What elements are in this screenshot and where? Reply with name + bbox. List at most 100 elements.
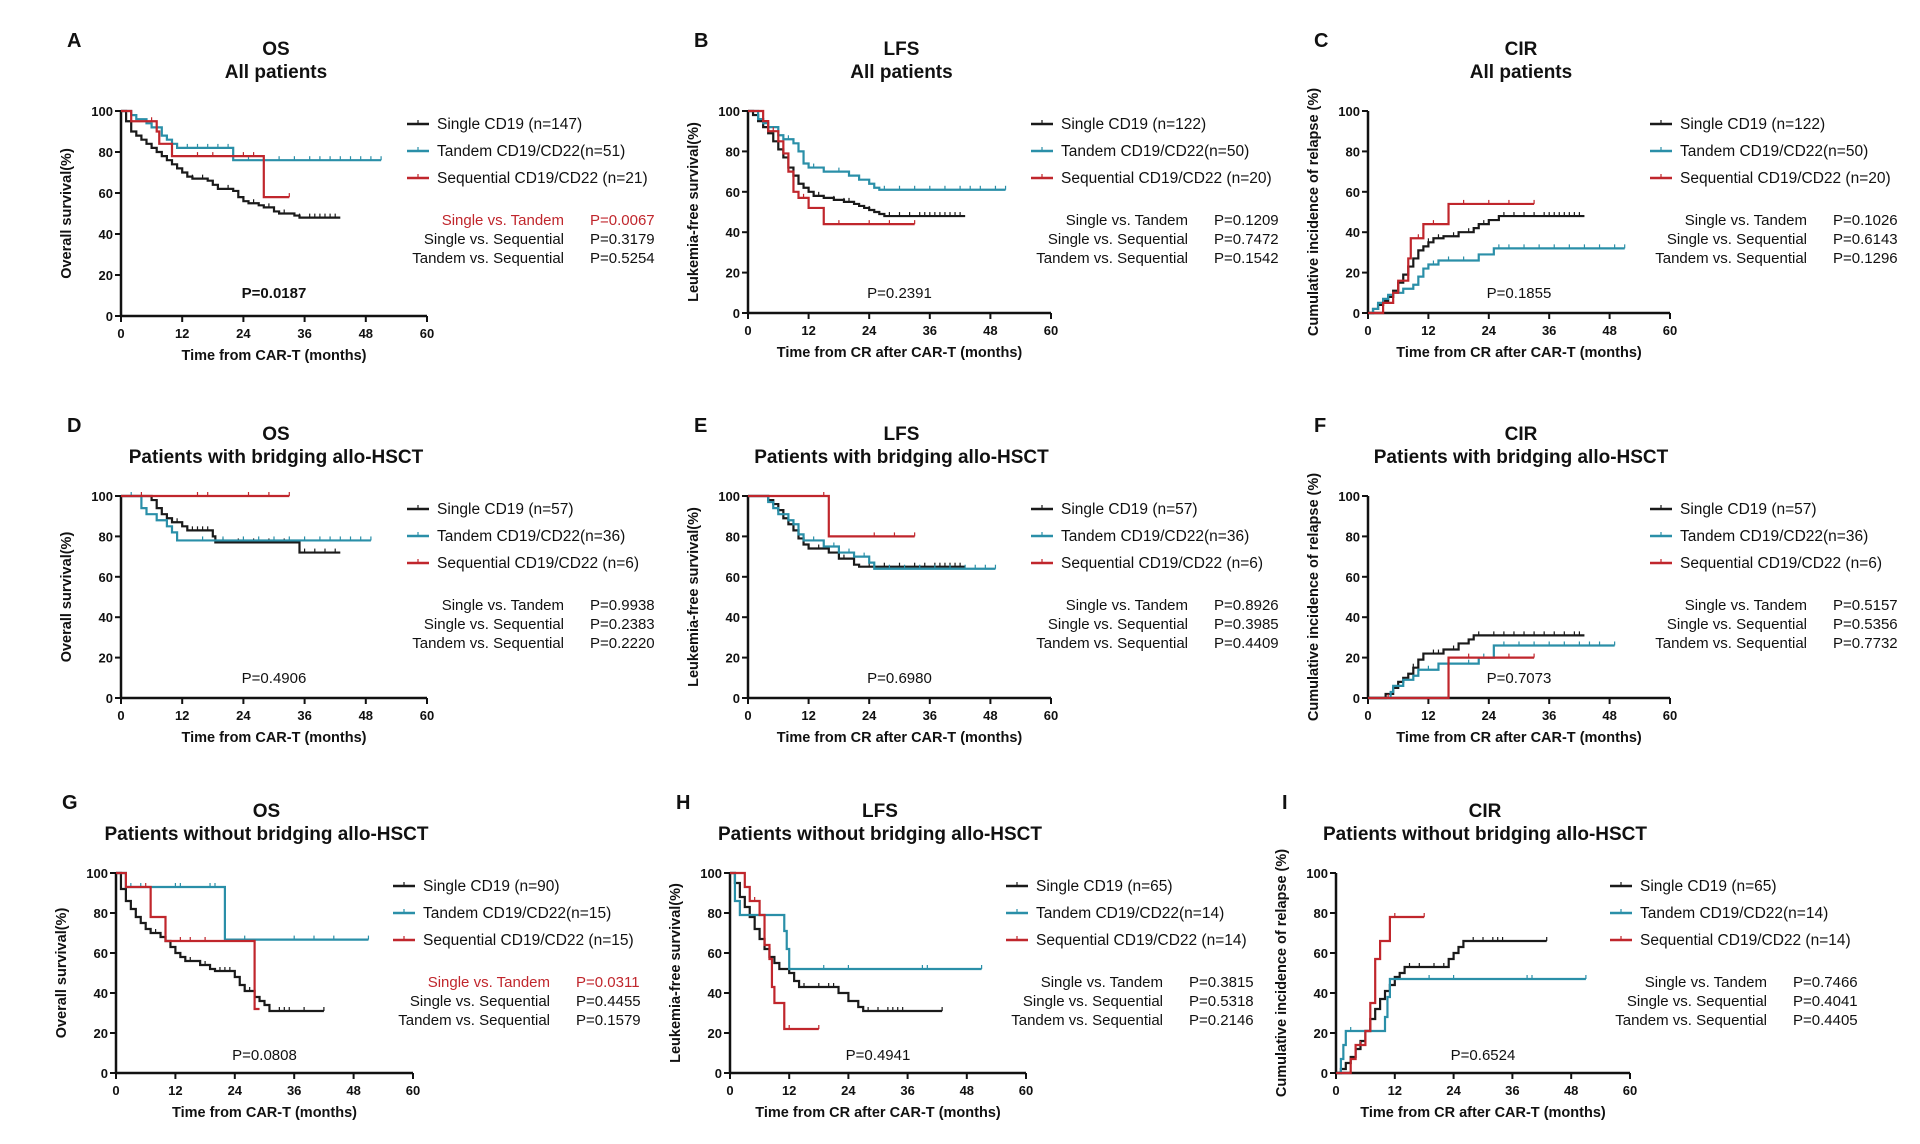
x-tick-label: 12	[175, 326, 189, 341]
y-tick-label: 0	[1321, 1066, 1328, 1081]
y-tick-label: 60	[708, 946, 722, 961]
comparison-label: Single vs. Sequential	[1048, 616, 1188, 633]
y-tick-label: 40	[99, 610, 113, 625]
x-tick-label: 48	[1564, 1083, 1578, 1098]
x-tick-label: 24	[862, 323, 877, 338]
legend-label: Sequential CD19/CD22 (n=20)	[1680, 170, 1891, 187]
comparison-p-value: P=0.1579	[576, 1012, 641, 1029]
y-tick-label: 60	[94, 946, 108, 961]
comparison-p-value: P=0.2220	[590, 635, 655, 652]
y-tick-label: 80	[99, 529, 113, 544]
x-tick-label: 12	[175, 708, 189, 723]
x-tick-label: 12	[1421, 708, 1435, 723]
chart-title: CIR	[1505, 424, 1538, 445]
x-tick-label: 48	[359, 326, 373, 341]
x-tick-label: 36	[923, 708, 937, 723]
panel-letter: I	[1282, 792, 1288, 814]
comparison-label: Tandem vs. Sequential	[412, 635, 564, 652]
legend-label: Single CD19 (n=122)	[1061, 116, 1206, 133]
x-tick-label: 12	[1388, 1083, 1402, 1098]
y-tick-label: 20	[99, 651, 113, 666]
y-axis-label: Cumulative incidence of relapse (%)	[1306, 473, 1322, 721]
chart-subtitle: Patients without bridging allo-HSCT	[1323, 824, 1647, 845]
panel-letter: H	[676, 792, 690, 814]
comparison-p-value: P=0.5318	[1189, 993, 1254, 1010]
legend-label: Single CD19 (n=57)	[1680, 501, 1817, 518]
comparison-p-value: P=0.7466	[1793, 974, 1858, 991]
legend-label: Single CD19 (n=147)	[437, 116, 582, 133]
x-axis-label: Time from CR after CAR-T (months)	[1396, 730, 1642, 746]
legend-label: Sequential CD19/CD22 (n=21)	[437, 170, 648, 187]
x-tick-label: 48	[983, 323, 997, 338]
comparison-p-value: P=0.0311	[576, 974, 640, 991]
y-tick-label: 0	[733, 306, 740, 321]
y-tick-label: 0	[715, 1066, 722, 1081]
y-tick-label: 100	[1306, 866, 1328, 881]
legend-label: Single CD19 (n=57)	[437, 501, 574, 518]
legend-label: Tandem CD19/CD22(n=36)	[1061, 528, 1249, 545]
comparison-label: Single vs. Sequential	[1627, 993, 1767, 1010]
x-axis-label: Time from CR after CAR-T (months)	[1360, 1105, 1606, 1121]
series-line-1	[121, 494, 371, 542]
x-tick-label: 0	[112, 1083, 119, 1098]
legend-label: Tandem CD19/CD22(n=50)	[1680, 143, 1868, 160]
x-tick-label: 0	[726, 1083, 733, 1098]
y-tick-label: 80	[1314, 906, 1328, 921]
comparison-p-value: P=0.1209	[1214, 212, 1279, 229]
x-tick-label: 24	[841, 1083, 856, 1098]
y-tick-label: 100	[91, 489, 113, 504]
y-tick-label: 100	[718, 489, 740, 504]
overall-p-value: P=0.0187	[242, 285, 307, 302]
x-tick-label: 0	[117, 708, 124, 723]
y-tick-label: 100	[1338, 489, 1360, 504]
series-line-2	[121, 109, 290, 199]
x-tick-label: 48	[359, 708, 373, 723]
series-line-2	[1368, 656, 1535, 700]
series-line-1	[121, 109, 382, 162]
y-tick-label: 80	[99, 145, 113, 160]
y-tick-label: 80	[1346, 529, 1360, 544]
y-axis-label: Overall survival(%)	[54, 908, 70, 1039]
y-tick-label: 0	[1353, 691, 1360, 706]
x-tick-label: 60	[420, 326, 434, 341]
series-line-2	[730, 871, 819, 1031]
x-tick-label: 48	[1602, 323, 1616, 338]
x-tick-label: 12	[801, 708, 815, 723]
x-tick-label: 0	[744, 323, 751, 338]
x-axis-label: Time from CAR-T (months)	[172, 1105, 357, 1121]
chart-subtitle: Patients without bridging allo-HSCT	[104, 824, 428, 845]
y-tick-label: 100	[86, 866, 108, 881]
series-line-1	[730, 871, 982, 971]
chart-title: OS	[253, 801, 280, 822]
y-tick-label: 80	[726, 144, 740, 159]
comparison-label: Tandem vs. Sequential	[412, 250, 564, 267]
y-tick-label: 0	[106, 309, 113, 324]
x-tick-label: 60	[420, 708, 434, 723]
comparison-label: Single vs. Tandem	[1645, 974, 1767, 991]
y-tick-label: 100	[700, 866, 722, 881]
y-tick-label: 80	[708, 906, 722, 921]
x-tick-label: 36	[900, 1083, 914, 1098]
comparison-label: Tandem vs. Sequential	[398, 1012, 550, 1029]
comparison-p-value: P=0.3985	[1214, 616, 1279, 633]
y-tick-label: 20	[726, 266, 740, 281]
y-tick-label: 20	[99, 268, 113, 283]
comparison-p-value: P=0.3179	[590, 231, 655, 248]
overall-p-value: P=0.4941	[846, 1047, 911, 1064]
comparison-label: Tandem vs. Sequential	[1036, 635, 1188, 652]
y-tick-label: 20	[708, 1026, 722, 1041]
series-line-0	[121, 494, 341, 554]
y-tick-label: 20	[726, 651, 740, 666]
x-tick-label: 36	[1542, 323, 1556, 338]
panel-letter: C	[1314, 30, 1328, 52]
comparison-label: Single vs. Tandem	[428, 974, 550, 991]
series-line-0	[1336, 939, 1547, 1075]
y-tick-label: 40	[94, 986, 108, 1001]
x-axis-label: Time from CR after CAR-T (months)	[755, 1105, 1001, 1121]
legend-label: Sequential CD19/CD22 (n=20)	[1061, 170, 1272, 187]
comparison-p-value: P=0.6143	[1833, 231, 1898, 248]
x-tick-label: 60	[1663, 323, 1677, 338]
